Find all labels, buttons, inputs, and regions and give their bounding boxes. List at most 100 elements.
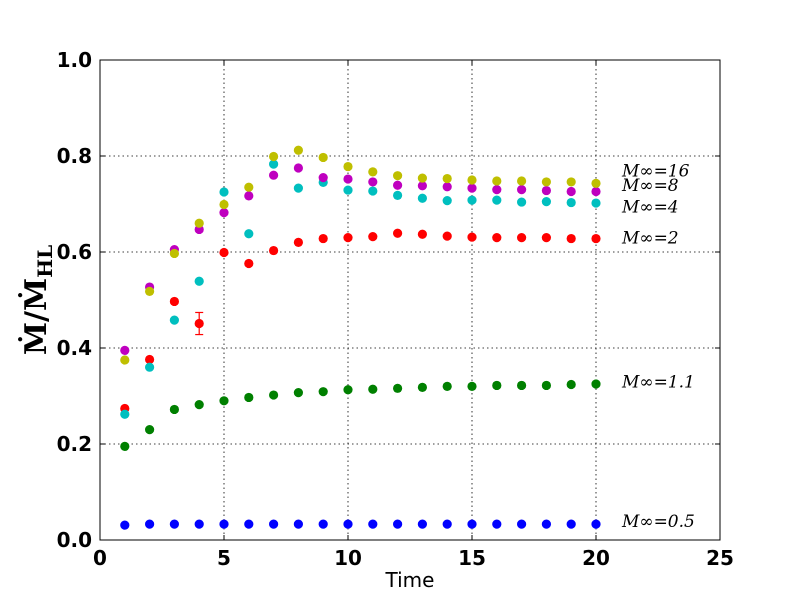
series-annotation: M∞=4 — [621, 197, 679, 217]
data-point — [169, 296, 179, 307]
data-point — [145, 286, 155, 296]
data-point — [517, 380, 527, 391]
data-point — [343, 233, 353, 243]
series-points — [120, 145, 601, 365]
data-point — [293, 183, 303, 193]
data-point — [269, 159, 279, 169]
data-point — [293, 388, 303, 398]
data-point — [368, 384, 378, 394]
data-point — [219, 247, 229, 258]
data-point — [194, 400, 204, 410]
data-point — [417, 193, 427, 203]
data-point — [368, 232, 378, 242]
series-points — [120, 379, 601, 451]
axis-ticks: 0 5 10 15 20 25 0.0 0.2 0.4 0.6 0.8 1.0 — [57, 48, 734, 570]
series-annotation: M∞=1.1 — [621, 373, 695, 393]
data-point — [169, 248, 179, 259]
data-point — [442, 182, 452, 192]
data-point — [393, 190, 403, 200]
series-points — [120, 519, 601, 530]
y-axis-label-sub: HL — [33, 245, 57, 278]
data-point — [219, 199, 229, 210]
data-point — [219, 187, 229, 197]
data-point — [194, 218, 204, 228]
data-point — [269, 519, 279, 529]
data-point — [393, 171, 403, 181]
data-point — [467, 519, 477, 529]
data-point — [368, 519, 378, 529]
grid-lines — [100, 60, 720, 540]
data-point — [467, 232, 477, 242]
data-point — [566, 519, 576, 529]
x-tick-label: 20 — [582, 546, 610, 570]
data-point — [145, 354, 155, 365]
plot-frame — [99, 59, 721, 541]
data-point — [194, 276, 204, 286]
data-point — [492, 380, 502, 391]
x-tick-label: 25 — [706, 546, 734, 570]
series-points — [120, 159, 601, 419]
data-point — [417, 173, 427, 183]
data-point — [566, 379, 576, 390]
y-tick-label: 0.6 — [57, 240, 92, 264]
x-tick-label: 10 — [334, 546, 362, 570]
data-point — [269, 170, 279, 180]
data-point — [169, 404, 179, 415]
data-point — [591, 178, 601, 188]
data-point — [517, 176, 527, 186]
data-point — [541, 197, 552, 207]
data-point — [566, 186, 576, 197]
y-tick-label: 1.0 — [57, 48, 92, 72]
data-point — [417, 519, 427, 529]
data-point — [343, 385, 353, 395]
series-annotation: M∞=8 — [621, 176, 679, 196]
data-point — [417, 382, 427, 392]
x-tick-label: 5 — [217, 546, 231, 570]
data-point — [318, 519, 328, 529]
data-point — [442, 196, 452, 206]
data-point — [442, 173, 452, 184]
series-annotation: M∞=16 — [621, 161, 690, 181]
data-point — [219, 396, 229, 406]
data-point — [269, 390, 279, 400]
data-point — [541, 233, 552, 243]
series-annotation: M∞=2 — [621, 229, 679, 249]
data-point — [541, 177, 552, 187]
data-point — [566, 233, 576, 244]
data-point — [517, 233, 527, 243]
series-points — [120, 163, 601, 355]
data-point — [293, 145, 303, 155]
data-point — [244, 191, 254, 201]
data-point — [293, 237, 303, 247]
data-point — [393, 180, 403, 190]
series-points — [120, 228, 601, 414]
data-point — [145, 425, 155, 435]
data-point — [417, 229, 427, 239]
data-point — [442, 381, 452, 391]
y-tick-label: 0.8 — [57, 144, 92, 168]
data-point — [244, 182, 254, 192]
data-point — [219, 208, 229, 218]
data-point — [318, 387, 328, 397]
y-tick-label: 0.4 — [57, 336, 92, 360]
data-point — [417, 181, 427, 191]
data-point — [467, 381, 477, 391]
data-point — [591, 379, 601, 389]
data-point — [368, 186, 378, 196]
data-point — [318, 173, 328, 183]
data-point — [591, 186, 601, 197]
data-point — [492, 185, 502, 195]
data-point — [269, 245, 279, 256]
data-point — [318, 152, 328, 163]
data-point — [492, 519, 502, 529]
data-point — [343, 519, 353, 529]
data-point — [368, 167, 378, 177]
data-point — [293, 519, 303, 529]
data-point — [293, 163, 303, 173]
data-point — [467, 195, 477, 205]
y-tick-label: 0.2 — [57, 432, 92, 456]
y-axis-label: Ṁ/ṀHL — [18, 245, 57, 355]
data-point — [591, 198, 601, 208]
data-point — [120, 409, 130, 419]
data-point — [219, 519, 229, 529]
